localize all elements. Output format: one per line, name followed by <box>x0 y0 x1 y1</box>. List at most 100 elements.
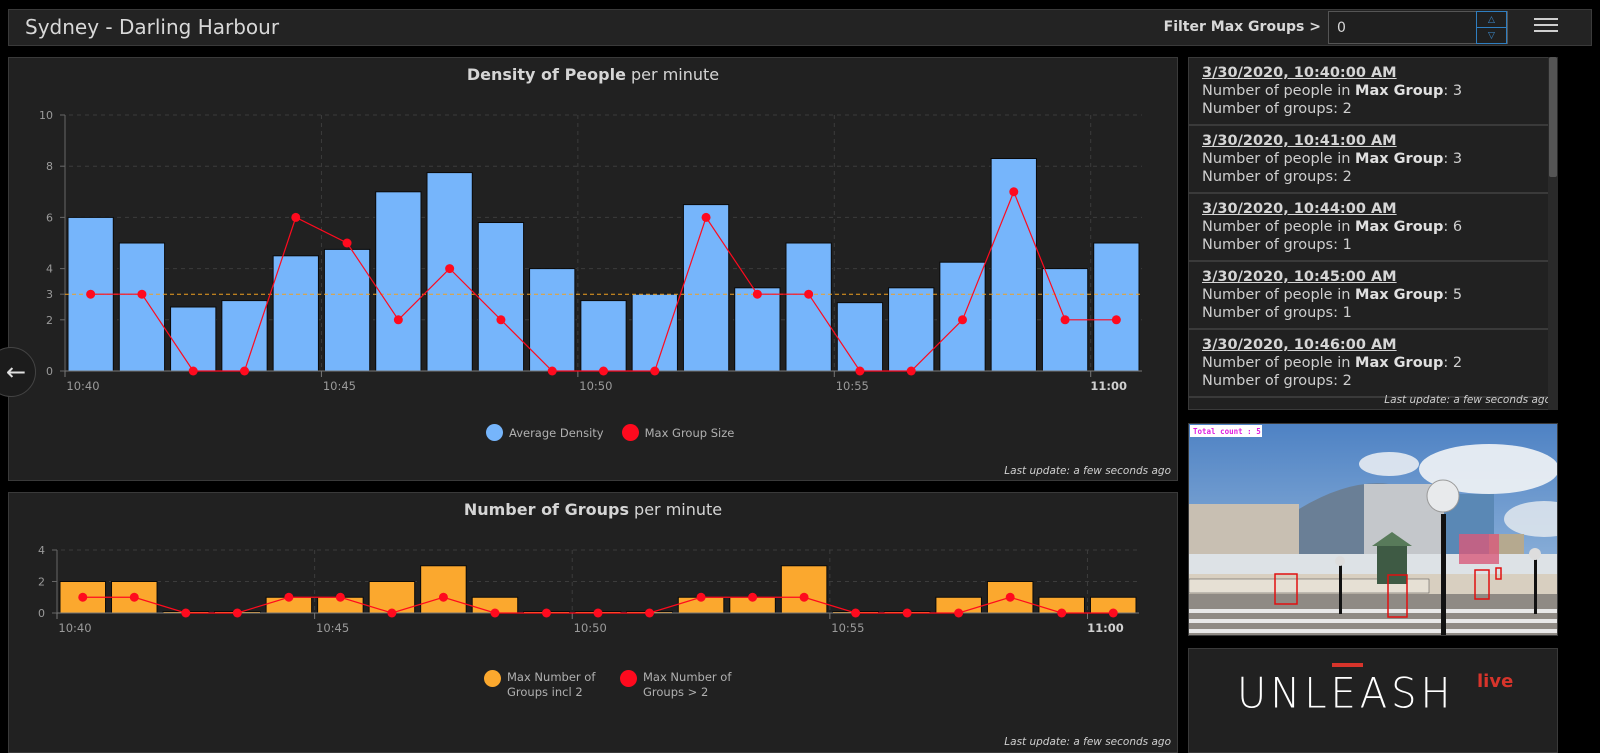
data-point <box>496 315 506 325</box>
feed-item-timestamp[interactable]: 3/30/2020, 10:45:00 AM <box>1202 269 1397 285</box>
feed-item[interactable]: 3/30/2020, 10:46:00 AM Number of people i… <box>1189 330 1557 398</box>
data-point <box>129 592 139 602</box>
feed-item[interactable]: 3/30/2020, 10:40:00 AM Number of people i… <box>1189 58 1557 126</box>
data-point <box>593 608 603 618</box>
data-point <box>240 366 249 376</box>
feed-item-groups: Number of groups: 1 <box>1202 305 1352 321</box>
feed-item-max-group: Number of people in Max Group: 5 <box>1202 287 1463 303</box>
data-point <box>1009 187 1019 197</box>
data-point <box>1111 315 1121 325</box>
legend-item-groups-incl-2[interactable]: Max Number of Groups incl 2 <box>484 670 602 700</box>
legend-dot-groups-gt-2 <box>620 670 637 687</box>
data-point <box>851 608 861 618</box>
feed-item-groups: Number of groups: 2 <box>1202 101 1352 117</box>
legend-dot-average-density <box>486 424 503 441</box>
bar <box>785 242 832 372</box>
data-point <box>954 608 964 618</box>
y-tick-label: 10 <box>39 109 53 122</box>
x-tick-label: 10:45 <box>316 621 349 635</box>
bar <box>272 255 319 372</box>
legend-label: Max Group Size <box>644 426 735 440</box>
back-arrow-button[interactable]: ← <box>0 347 36 397</box>
data-point <box>86 289 96 299</box>
feed-scrollbar-track[interactable] <box>1548 57 1558 410</box>
filter-stepper[interactable]: △ ▽ <box>1476 11 1507 44</box>
data-point <box>1108 608 1118 618</box>
feed-item-timestamp[interactable]: 3/30/2020, 10:46:00 AM <box>1202 337 1397 353</box>
legend-item-average-density[interactable]: Average Density <box>486 424 604 441</box>
feed-item-timestamp[interactable]: 3/30/2020, 10:44:00 AM <box>1202 201 1397 217</box>
data-point <box>799 592 809 602</box>
feed-item[interactable]: 3/30/2020, 10:44:00 AM Number of people i… <box>1189 194 1557 262</box>
feed-scrollbar-thumb[interactable] <box>1549 57 1557 177</box>
data-point <box>78 592 88 602</box>
logo-suffix-text: live <box>1477 671 1514 692</box>
y-tick-label: 0 <box>46 365 53 378</box>
hamburger-menu-icon[interactable] <box>1534 15 1558 37</box>
top-bar: Sydney - Darling Harbour Filter Max Grou… <box>8 9 1592 46</box>
groups-title-bold: Number of Groups <box>463 500 629 519</box>
feed-item-timestamp[interactable]: 3/30/2020, 10:40:00 AM <box>1202 65 1397 81</box>
density-title-rest: per minute <box>625 65 720 84</box>
legend-dot-max-group-size <box>621 424 639 441</box>
legend-item-groups-gt-2[interactable]: Max Number of Groups > 2 <box>620 670 738 700</box>
feed-item-groups: Number of groups: 1 <box>1202 237 1352 253</box>
bar <box>1093 242 1140 372</box>
bar <box>477 222 525 372</box>
data-point <box>445 264 455 274</box>
stepper-up-icon[interactable]: △ <box>1477 12 1506 28</box>
data-point <box>752 289 762 299</box>
brand-logo-panel: UNLEASH live <box>1188 648 1558 753</box>
data-point <box>906 366 916 376</box>
data-point <box>541 608 551 618</box>
groups-last-update: Last update: a few seconds ago <box>1004 736 1171 748</box>
feed-item-max-group: Number of people in Max Group: 2 <box>1202 355 1463 371</box>
page-title: Sydney - Darling Harbour <box>25 15 280 39</box>
data-point <box>958 315 967 325</box>
stepper-down-icon[interactable]: ▽ <box>1488 31 1495 41</box>
data-point <box>804 289 814 299</box>
bar <box>734 287 781 372</box>
feed-item-groups: Number of groups: 2 <box>1202 373 1352 389</box>
x-tick-label: 10:50 <box>579 379 612 393</box>
data-point <box>1005 592 1015 602</box>
data-point <box>599 366 608 376</box>
feed-item-groups: Number of groups: 2 <box>1202 169 1352 185</box>
bar <box>682 204 730 372</box>
density-chart-title: Density of People per minute <box>9 65 1177 84</box>
bar <box>780 565 828 614</box>
data-point <box>393 315 403 325</box>
data-point <box>438 592 448 602</box>
feed-item-timestamp[interactable]: 3/30/2020, 10:41:00 AM <box>1202 133 1397 149</box>
logo-accent-bar <box>1332 663 1363 667</box>
feed-item[interactable]: 3/30/2020, 10:45:00 AM Number of people i… <box>1189 262 1557 330</box>
camera-image <box>1189 424 1557 635</box>
data-point <box>181 608 191 618</box>
brand-logo: UNLEASH live <box>1237 663 1517 723</box>
data-point <box>748 592 758 602</box>
legend-dot-groups-incl-2 <box>484 670 501 687</box>
x-tick-label: 10:55 <box>831 621 864 635</box>
x-tick-label: 10:45 <box>323 379 356 393</box>
legend-label: Max Number of Groups incl 2 <box>507 670 596 699</box>
data-point <box>547 366 557 376</box>
bar <box>836 302 884 372</box>
y-tick-label: 4 <box>38 544 45 557</box>
bar <box>631 293 678 372</box>
legend-item-max-group-size[interactable]: Max Group Size <box>621 424 735 441</box>
bar <box>221 300 268 372</box>
groups-title-rest: per minute <box>628 500 723 519</box>
x-tick-label: 10:40 <box>66 379 99 393</box>
feed-item[interactable]: 3/30/2020, 10:41:00 AM Number of people i… <box>1189 126 1557 194</box>
groups-chart-title: Number of Groups per minute <box>9 500 1177 519</box>
data-point <box>137 289 147 299</box>
camera-count-overlay: Total count : 5 <box>1193 427 1261 436</box>
bar <box>420 565 467 614</box>
x-tick-label: 10:40 <box>58 621 91 635</box>
bar <box>580 300 627 372</box>
data-point <box>696 592 706 602</box>
data-point <box>490 608 500 618</box>
bar <box>118 242 166 372</box>
data-point <box>342 238 352 248</box>
groups-legend: Max Number of Groups incl 2 Max Number o… <box>484 670 738 700</box>
